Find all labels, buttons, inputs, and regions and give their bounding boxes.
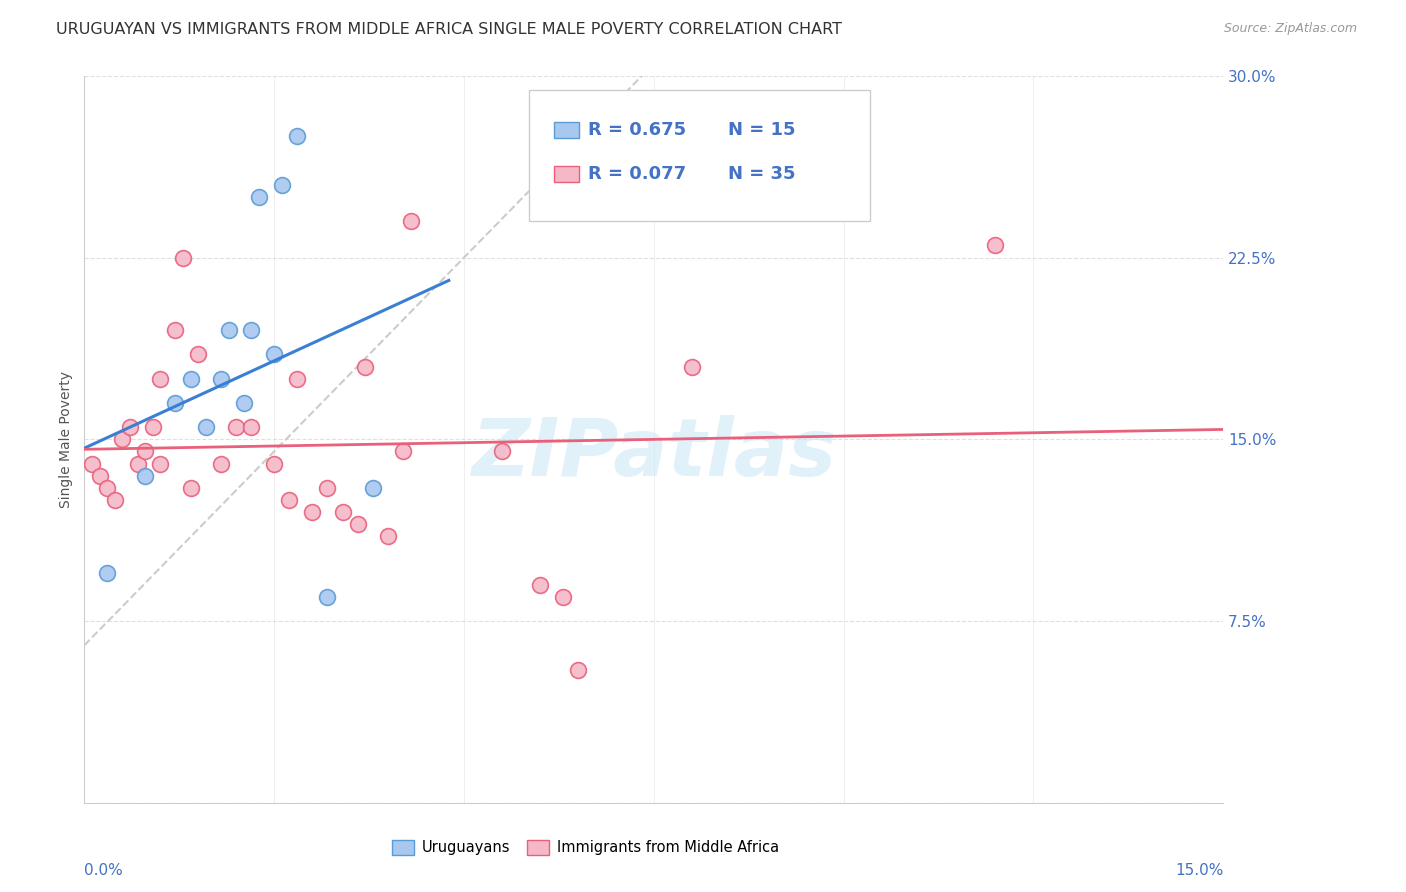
FancyBboxPatch shape	[554, 122, 579, 138]
Text: R = 0.675: R = 0.675	[588, 121, 686, 139]
Point	[187, 347, 209, 361]
Point	[180, 372, 202, 386]
Point	[551, 590, 574, 604]
Point	[96, 566, 118, 580]
Text: 15.0%: 15.0%	[1175, 863, 1223, 879]
Point	[240, 420, 263, 434]
Point	[301, 505, 323, 519]
Point	[165, 323, 187, 337]
Point	[399, 214, 422, 228]
Point	[127, 457, 149, 471]
Point	[180, 481, 202, 495]
Point	[278, 492, 301, 507]
Point	[118, 420, 141, 434]
Point	[149, 457, 172, 471]
Point	[111, 432, 134, 446]
Point	[263, 457, 285, 471]
Point	[270, 178, 292, 192]
Point	[104, 492, 127, 507]
FancyBboxPatch shape	[529, 90, 870, 221]
Text: R = 0.077: R = 0.077	[588, 165, 686, 183]
Point	[149, 372, 172, 386]
Point	[218, 323, 240, 337]
Text: N = 15: N = 15	[728, 121, 796, 139]
Point	[567, 663, 589, 677]
Text: Source: ZipAtlas.com: Source: ZipAtlas.com	[1223, 22, 1357, 36]
Point	[225, 420, 247, 434]
Point	[172, 251, 194, 265]
Point	[134, 444, 156, 458]
Text: ZIPatlas: ZIPatlas	[471, 415, 837, 493]
Point	[361, 481, 384, 495]
Point	[134, 468, 156, 483]
Text: 0.0%: 0.0%	[84, 863, 124, 879]
FancyBboxPatch shape	[554, 166, 579, 182]
Text: N = 35: N = 35	[728, 165, 796, 183]
Text: URUGUAYAN VS IMMIGRANTS FROM MIDDLE AFRICA SINGLE MALE POVERTY CORRELATION CHART: URUGUAYAN VS IMMIGRANTS FROM MIDDLE AFRI…	[56, 22, 842, 37]
Y-axis label: Single Male Poverty: Single Male Poverty	[59, 371, 73, 508]
Point	[346, 517, 368, 532]
Point	[285, 372, 308, 386]
Point	[332, 505, 354, 519]
Point	[681, 359, 703, 374]
Point	[89, 468, 111, 483]
Point	[194, 420, 217, 434]
Point	[142, 420, 165, 434]
Point	[984, 238, 1007, 252]
Point	[240, 323, 263, 337]
Point	[392, 444, 415, 458]
Point	[209, 372, 232, 386]
Point	[96, 481, 118, 495]
Point	[263, 347, 285, 361]
Point	[80, 457, 103, 471]
Point	[209, 457, 232, 471]
Point	[165, 396, 187, 410]
Point	[247, 190, 270, 204]
Legend: Uruguayans, Immigrants from Middle Africa: Uruguayans, Immigrants from Middle Afric…	[387, 834, 785, 861]
Point	[377, 529, 399, 543]
Point	[491, 444, 513, 458]
Point	[529, 578, 551, 592]
Point	[285, 129, 308, 144]
Point	[316, 590, 339, 604]
Point	[354, 359, 377, 374]
Point	[316, 481, 339, 495]
Point	[232, 396, 254, 410]
